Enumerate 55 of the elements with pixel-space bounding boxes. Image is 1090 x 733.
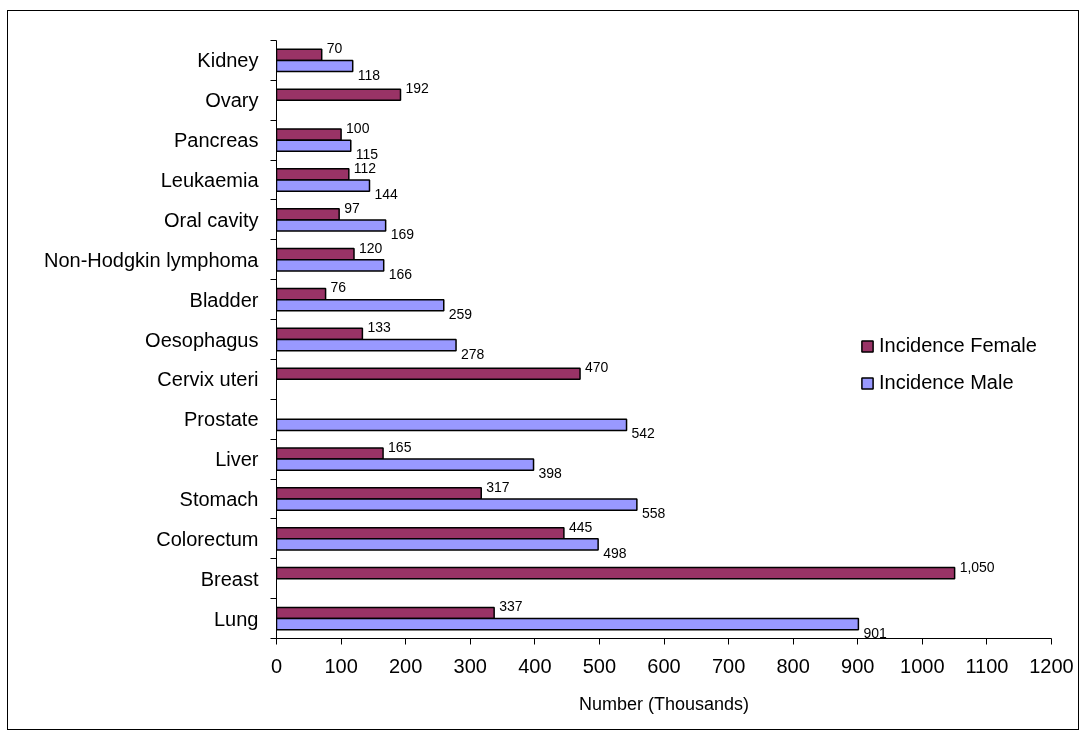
legend-label: Incidence Male — [879, 371, 1014, 394]
data-label: 259 — [448, 305, 473, 322]
y-tick-label: Ovary — [205, 89, 259, 112]
y-tick-label: Leukaemia — [160, 169, 260, 192]
data-label: 1,050 — [959, 558, 995, 575]
legend-label: Incidence Female — [879, 334, 1037, 357]
data-label: 317 — [486, 478, 510, 495]
x-tick-label: 400 — [518, 654, 552, 677]
x-tick-label: 900 — [841, 654, 875, 677]
y-tick-label: Bladder — [189, 288, 259, 311]
data-label: 76 — [330, 279, 347, 296]
x-tick-label: 200 — [388, 654, 423, 677]
data-label: 498 — [603, 545, 627, 561]
data-label: 398 — [538, 465, 563, 482]
y-tick-label: Liver — [215, 448, 259, 471]
x-tick-label: 700 — [711, 654, 746, 677]
data-label: 470 — [585, 359, 609, 376]
y-tick-label: Breast — [200, 567, 259, 590]
data-label: 144 — [374, 186, 399, 203]
data-label: 278 — [461, 345, 485, 362]
x-tick-label: 600 — [647, 654, 681, 677]
x-tick-label: 1000 — [900, 654, 945, 677]
x-axis-title: Number (Thousands) — [578, 693, 750, 714]
y-tick-label: Oesophagus — [145, 328, 259, 351]
y-tick-label: Prostate — [184, 408, 259, 431]
data-label: 165 — [388, 438, 412, 455]
y-tick-label: Kidney — [197, 49, 259, 72]
x-tick-label: 500 — [582, 654, 617, 677]
x-tick-label: 100 — [324, 654, 358, 677]
data-label: 97 — [344, 199, 360, 216]
data-label: 100 — [346, 120, 370, 136]
y-tick-label: Oral cavity — [164, 208, 259, 231]
data-label: 901 — [863, 624, 887, 641]
data-label: 169 — [390, 226, 415, 243]
data-label: 118 — [357, 66, 381, 83]
x-tick-label: 300 — [453, 654, 487, 677]
data-label: 70 — [326, 40, 343, 57]
y-tick-label: Pancreas — [174, 129, 259, 152]
y-tick-label: Cervix uteri — [157, 368, 259, 391]
y-tick-label: Stomach — [179, 487, 259, 510]
data-label: 542 — [631, 425, 656, 442]
x-tick-label: 1100 — [965, 654, 1009, 677]
y-tick-label: Lung — [214, 607, 259, 630]
data-label: 337 — [499, 598, 523, 615]
data-label: 120 — [359, 239, 383, 256]
data-label: 133 — [367, 319, 391, 336]
data-label: 166 — [388, 265, 413, 282]
y-tick-label: Non-Hodgkin lymphoma — [43, 248, 260, 271]
data-label: 445 — [568, 518, 593, 535]
data-label: 558 — [641, 505, 666, 522]
x-tick-label: 1200 — [1029, 654, 1074, 677]
x-tick-label: 800 — [776, 654, 810, 677]
data-label: 192 — [405, 80, 430, 97]
y-tick-label: Colorectum — [156, 527, 259, 550]
x-tick-label: 0 — [270, 654, 283, 677]
